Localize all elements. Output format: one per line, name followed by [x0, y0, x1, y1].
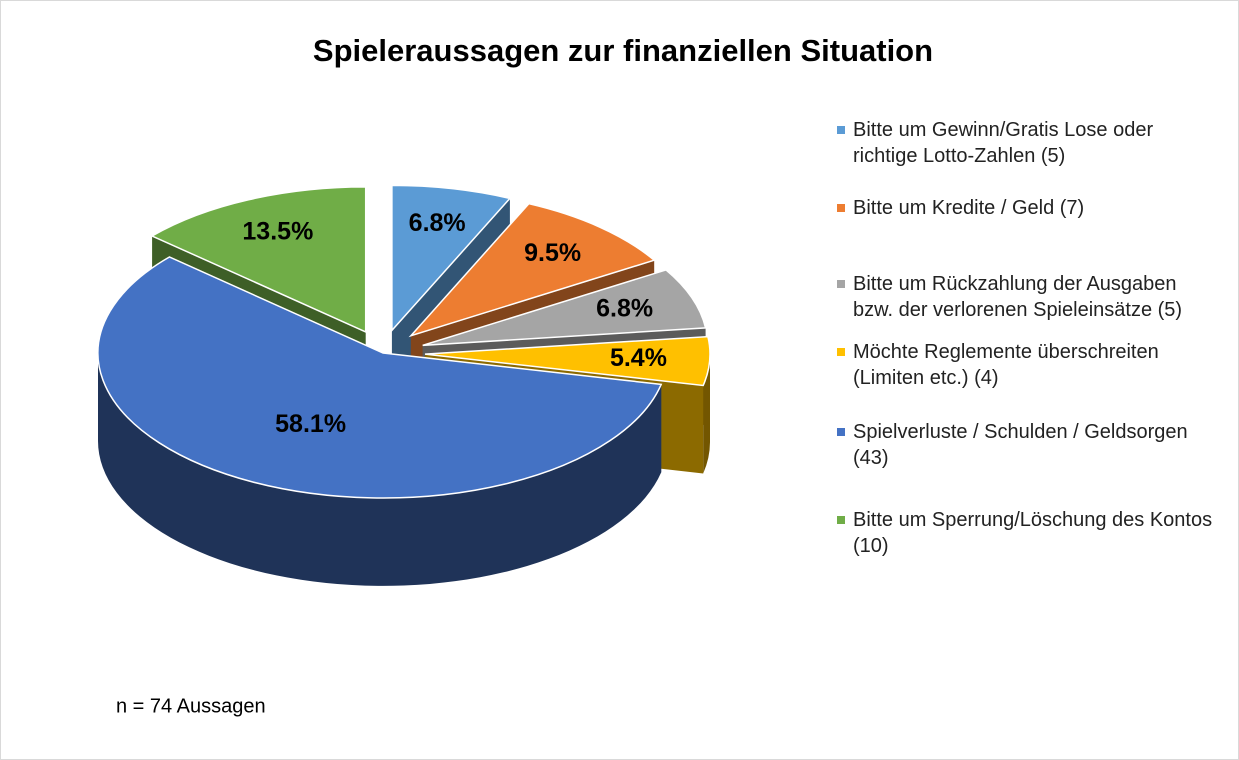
data-label: 9.5% — [524, 239, 581, 267]
data-label: 5.4% — [610, 344, 667, 372]
legend-entry: Bitte um Gewinn/Gratis Lose oder richtig… — [837, 117, 1213, 169]
data-label: 58.1% — [275, 410, 346, 438]
legend-entry: Möchte Reglemente überschreiten (Limiten… — [837, 339, 1213, 391]
legend-entry: Bitte um Kredite / Geld (7) — [837, 195, 1213, 221]
slice — [408, 202, 656, 338]
legend-swatch — [837, 428, 845, 436]
annotation: n = 74 Aussagen — [116, 695, 266, 717]
data-label: 13.5% — [242, 217, 313, 245]
data-label: 6.8% — [596, 294, 653, 322]
legend: Bitte um Gewinn/Gratis Lose oder richtig… — [837, 117, 1237, 559]
legend-swatch — [837, 280, 845, 288]
slice — [97, 256, 663, 499]
slice — [391, 184, 512, 333]
chart-title: Spieleraussagen zur finanziellen Situati… — [313, 33, 933, 68]
slice-wall — [98, 353, 662, 586]
legend-entry: Spielverluste / Schulden / Geldsorgen (4… — [837, 419, 1213, 471]
legend-label: Spielverluste / Schulden / Geldsorgen (4… — [853, 421, 1188, 469]
legend-entry: Bitte um Rückzahlung der Ausgaben bzw. d… — [837, 271, 1213, 323]
slice — [422, 269, 707, 347]
legend-swatch — [837, 516, 845, 524]
slice-wall — [703, 354, 710, 474]
slice — [424, 335, 711, 387]
legend-label: Bitte um Sperrung/Löschung des Kontos (1… — [853, 509, 1213, 557]
legend-swatch — [837, 126, 845, 134]
slice — [150, 186, 367, 334]
legend-swatch — [837, 204, 845, 212]
data-label: 6.8% — [409, 209, 466, 237]
legend-swatch — [837, 348, 845, 356]
legend-label: Bitte um Gewinn/Gratis Lose oder richtig… — [853, 119, 1154, 167]
legend-label: Möchte Reglemente überschreiten (Limiten… — [853, 341, 1159, 389]
legend-label: Bitte um Kredite / Geld (7) — [853, 197, 1085, 219]
legend-entry: Bitte um Sperrung/Löschung des Kontos (1… — [837, 507, 1213, 559]
legend-label: Bitte um Rückzahlung der Ausgaben bzw. d… — [853, 273, 1183, 321]
